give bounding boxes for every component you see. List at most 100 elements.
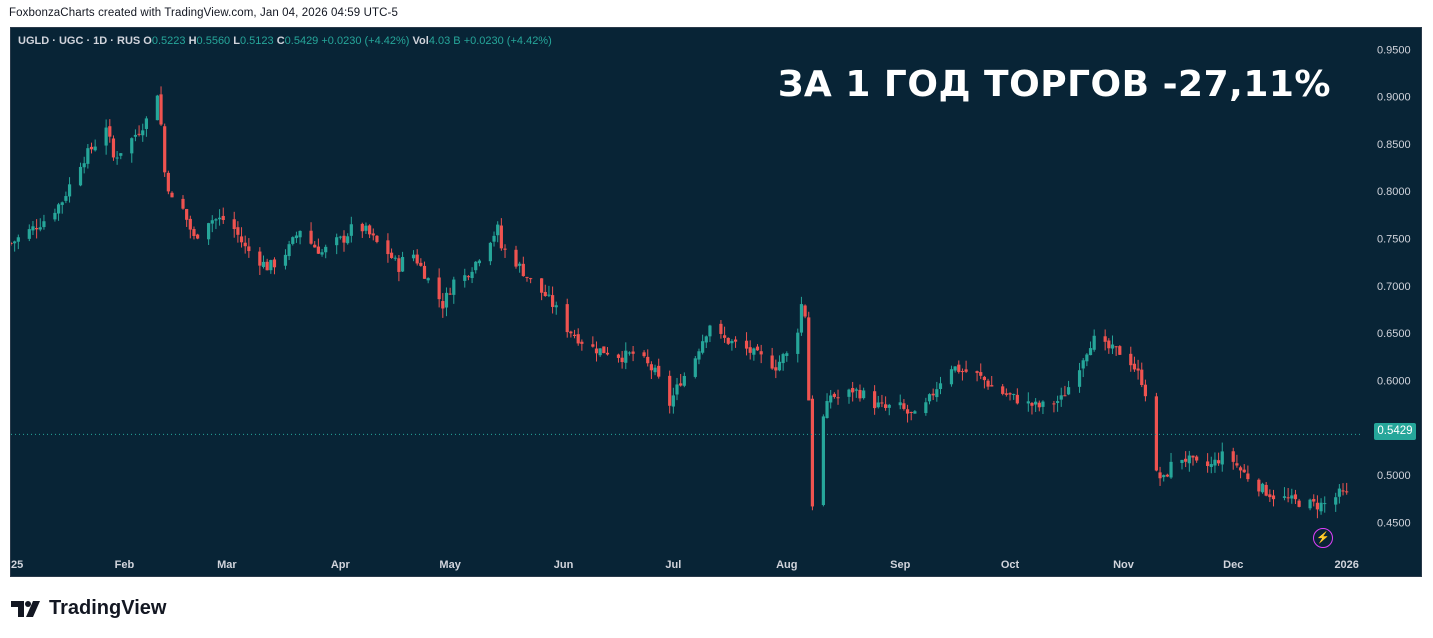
candle — [796, 328, 800, 363]
candle — [572, 329, 577, 339]
candle — [320, 248, 324, 257]
candle — [247, 238, 251, 258]
candle — [982, 375, 987, 389]
candle — [990, 375, 994, 387]
candle — [807, 311, 811, 401]
candle — [668, 370, 672, 414]
x-tick-label: Jul — [665, 559, 681, 571]
x-tick-label: Mar — [217, 559, 237, 571]
candle — [935, 381, 939, 402]
candle — [309, 222, 313, 245]
candle — [748, 340, 752, 360]
candle — [1315, 495, 1320, 519]
candle — [272, 257, 277, 275]
candle — [283, 249, 288, 270]
candle — [1107, 338, 1111, 354]
candle — [960, 368, 965, 381]
candle — [1217, 452, 1221, 466]
candle — [1213, 452, 1217, 473]
candle — [924, 397, 928, 416]
candle — [269, 259, 273, 274]
candle — [108, 119, 112, 143]
candle — [957, 360, 961, 374]
candle — [1297, 498, 1301, 508]
volume-change: +0.0230 (+4.42%) — [463, 35, 552, 47]
candle — [42, 214, 46, 230]
volume-value: 4.03 B — [428, 35, 461, 47]
candle — [616, 353, 621, 363]
candle — [1041, 400, 1045, 415]
candle — [159, 86, 163, 126]
candle — [1334, 492, 1338, 512]
candle — [133, 129, 138, 142]
candle — [697, 348, 701, 365]
candle — [543, 284, 547, 297]
candle — [1191, 455, 1195, 466]
candle — [701, 334, 705, 355]
candle — [11, 241, 13, 246]
candle — [1026, 392, 1030, 412]
candle — [624, 342, 628, 370]
candle — [1169, 452, 1173, 479]
x-tick-label: Aug — [776, 559, 797, 571]
candle — [887, 403, 891, 416]
candle — [338, 235, 342, 240]
candle — [1206, 453, 1210, 473]
candle — [1180, 459, 1184, 470]
y-tick-label: 0.7000 — [1377, 281, 1411, 293]
x-axis: 2025 Feb Mar Apr May Jun Jul Aug Sep Oct Nov Dec 202… — [11, 559, 1359, 571]
x-tick-label: 2026 — [1334, 559, 1358, 571]
high-key: H — [188, 35, 197, 47]
candle — [821, 414, 825, 507]
volume-key: Vol — [412, 35, 429, 47]
candle — [620, 351, 624, 369]
candle — [1238, 465, 1243, 479]
candles-layer — [11, 86, 1349, 519]
candle — [477, 259, 482, 267]
open-key: O — [143, 35, 152, 47]
candle — [422, 261, 427, 279]
candle — [1257, 478, 1261, 497]
candle — [1319, 498, 1323, 515]
candle — [503, 244, 507, 258]
candle — [646, 349, 650, 367]
candle — [547, 285, 551, 298]
candle — [221, 207, 225, 224]
candle — [261, 255, 266, 269]
y-tick-label: 0.6000 — [1377, 375, 1411, 387]
candle — [770, 347, 774, 370]
candle — [349, 216, 353, 243]
symbol-title[interactable]: UGLD · UGC · 1D · RUS — [18, 35, 141, 47]
candle — [210, 215, 214, 233]
candle — [781, 352, 785, 371]
candle — [196, 233, 200, 240]
candle — [986, 378, 990, 390]
candle — [415, 249, 419, 266]
candle — [898, 394, 902, 410]
candle — [1129, 346, 1133, 372]
candle — [1154, 392, 1158, 472]
candle — [799, 296, 804, 336]
candle — [529, 277, 533, 284]
candle — [550, 286, 555, 314]
x-tick-label: Sep — [890, 559, 910, 571]
tradingview-logo[interactable]: TradingView — [11, 597, 166, 620]
candle — [1246, 465, 1250, 482]
candle — [642, 350, 646, 358]
candle — [679, 373, 683, 387]
candle — [1008, 392, 1012, 401]
candle — [1235, 454, 1239, 468]
candlestick-chart[interactable]: 0.45000.50000.55000.60000.65000.70000.75… — [11, 28, 1421, 576]
candle — [38, 218, 42, 232]
candle — [217, 209, 222, 226]
chart-panel[interactable]: 0.45000.50000.55000.60000.65000.70000.75… — [10, 27, 1422, 577]
candle — [777, 355, 782, 372]
candle — [437, 268, 441, 308]
candle — [847, 388, 851, 404]
lightning-icon[interactable]: ⚡ — [1313, 528, 1333, 548]
candle — [181, 195, 185, 210]
candle — [1012, 393, 1016, 400]
ohlc-legend: UGLD · UGC · 1D · RUS O0.5223 H0.5560 L0… — [18, 35, 552, 47]
candle — [514, 245, 518, 269]
candle — [1312, 494, 1316, 507]
